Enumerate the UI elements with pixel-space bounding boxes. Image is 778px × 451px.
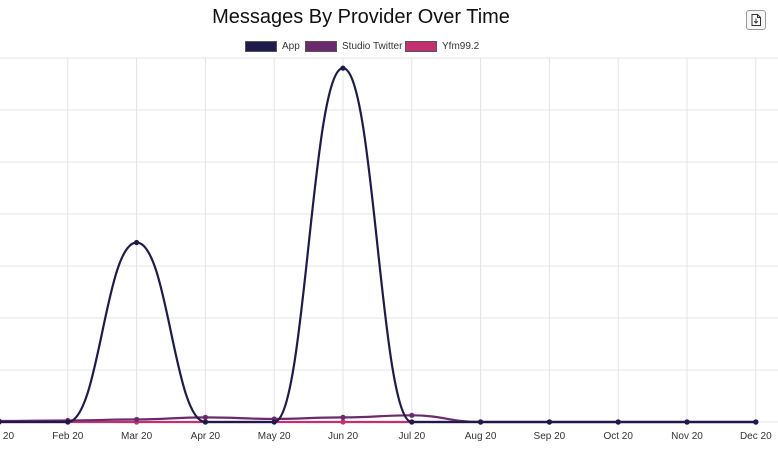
series-app xyxy=(0,65,759,425)
data-point[interactable] xyxy=(340,65,346,71)
data-point[interactable] xyxy=(615,419,621,425)
data-point[interactable] xyxy=(340,419,346,425)
chart-title: Messages By Provider Over Time xyxy=(212,6,510,28)
data-point[interactable] xyxy=(340,414,346,420)
data-point[interactable] xyxy=(409,419,415,425)
export-button[interactable] xyxy=(746,10,766,30)
x-tick-label: Apr 20 xyxy=(191,431,221,442)
data-point[interactable] xyxy=(753,419,759,425)
x-tick-label: Sep 20 xyxy=(534,431,566,442)
data-point[interactable] xyxy=(65,419,71,425)
data-point[interactable] xyxy=(0,419,2,425)
x-axis: Jan 20 Feb 20 Mar 20 Apr 20 May 20 Jun 20 Jul … xyxy=(0,431,772,442)
x-tick-label: Feb 20 xyxy=(52,431,84,442)
x-tick-label: Jan 20 xyxy=(0,431,14,442)
data-point[interactable] xyxy=(134,239,140,246)
legend-label: Yfm99.2 xyxy=(442,41,480,52)
data-point[interactable] xyxy=(684,419,690,425)
data-point[interactable] xyxy=(546,419,553,425)
x-tick-label: Mar 20 xyxy=(121,431,153,442)
legend-swatch xyxy=(245,41,277,52)
chart-legend: App Studio Twitter Yfm99.2 xyxy=(0,40,722,54)
x-tick-label: May 20 xyxy=(258,431,291,442)
series-line xyxy=(0,67,756,424)
grid xyxy=(0,57,778,423)
data-point[interactable] xyxy=(202,419,208,425)
x-tick-label: Jul 20 xyxy=(398,431,425,442)
data-point[interactable] xyxy=(478,419,484,425)
x-tick-label: Jun 20 xyxy=(328,431,358,442)
data-point[interactable] xyxy=(202,414,208,420)
x-tick-label: Dec 20 xyxy=(740,431,772,442)
x-tick-label: Aug 20 xyxy=(465,431,497,442)
legend-label: App xyxy=(282,41,300,52)
x-tick-label: Nov 20 xyxy=(671,431,703,442)
legend-swatch xyxy=(305,41,337,52)
legend-label: Studio Twitter xyxy=(342,41,403,52)
file-export-icon xyxy=(751,14,761,26)
data-point[interactable] xyxy=(271,419,277,425)
data-point[interactable] xyxy=(409,412,415,418)
x-tick-label: Oct 20 xyxy=(603,431,633,442)
data-point[interactable] xyxy=(134,416,140,423)
legend-swatch xyxy=(405,41,437,52)
